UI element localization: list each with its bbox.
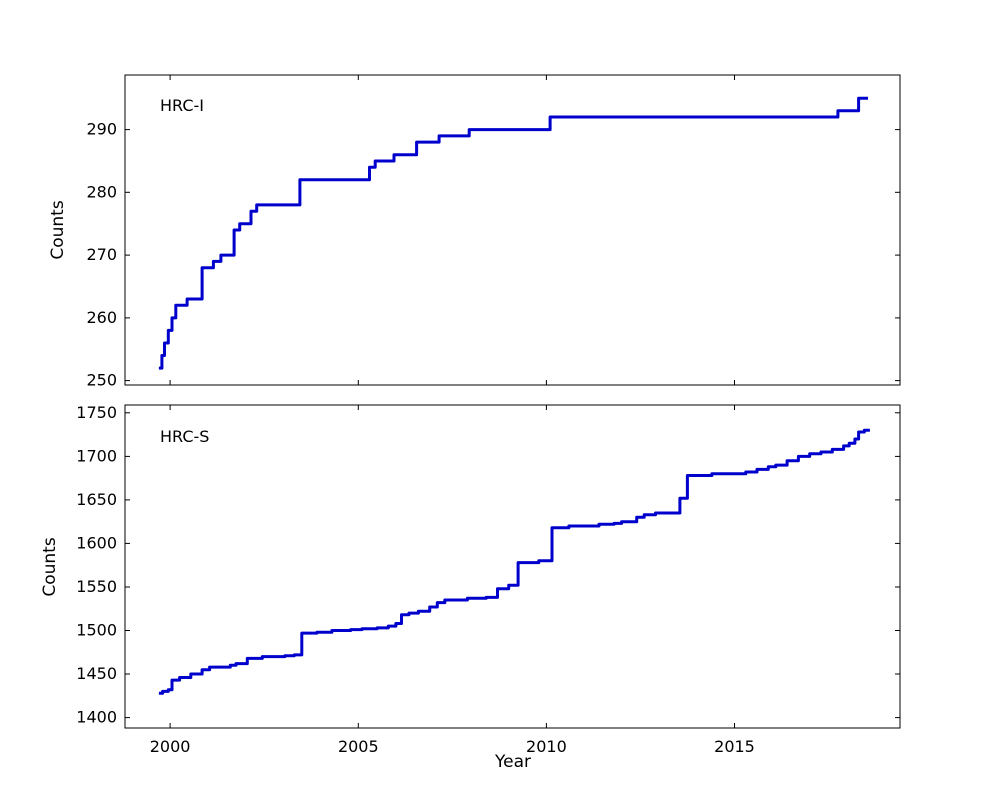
y-tick-label: 1500	[76, 621, 117, 640]
axes-frame	[124, 74, 901, 386]
y-tick-label: 260	[86, 308, 117, 327]
y-tick-label: 1450	[76, 664, 117, 683]
x-tick-label: 2000	[150, 737, 191, 756]
y-tick-label: 280	[86, 182, 117, 201]
panel-hrc-s: 2000 2005 2010 2015 1400 1450 1500 1550 1600 1650…	[76, 403, 901, 756]
y-tick-label: 1750	[76, 403, 117, 422]
hrc-s-cumulative-counts-line	[158, 428, 870, 695]
x-tick-label: 2005	[338, 737, 379, 756]
y-tick-label: 1550	[76, 577, 117, 596]
panel-label-hrc-s: HRC-S	[160, 427, 210, 446]
x-tick-label: 2015	[714, 737, 755, 756]
x-tick-label: 2010	[526, 737, 567, 756]
y-tick-label: 1400	[76, 708, 117, 727]
y-tick-label: 1600	[76, 533, 117, 552]
y-axis-label-top: Counts	[48, 200, 68, 260]
x-axis-label: Year	[495, 752, 531, 772]
y-axis-label-bottom: Counts	[40, 537, 60, 597]
y-tick-label: 1650	[76, 490, 117, 509]
y-tick-label: 250	[86, 371, 117, 390]
hrc-i-cumulative-counts-line	[158, 96, 868, 370]
axes-frame	[124, 404, 901, 729]
y-tick-label: 1700	[76, 446, 117, 465]
panel-label-hrc-i: HRC-I	[160, 96, 205, 115]
panel-hrc-i: 250 260 270 280 290	[86, 74, 901, 390]
y-tick-label: 270	[86, 245, 117, 264]
y-tick-label: 290	[86, 120, 117, 139]
